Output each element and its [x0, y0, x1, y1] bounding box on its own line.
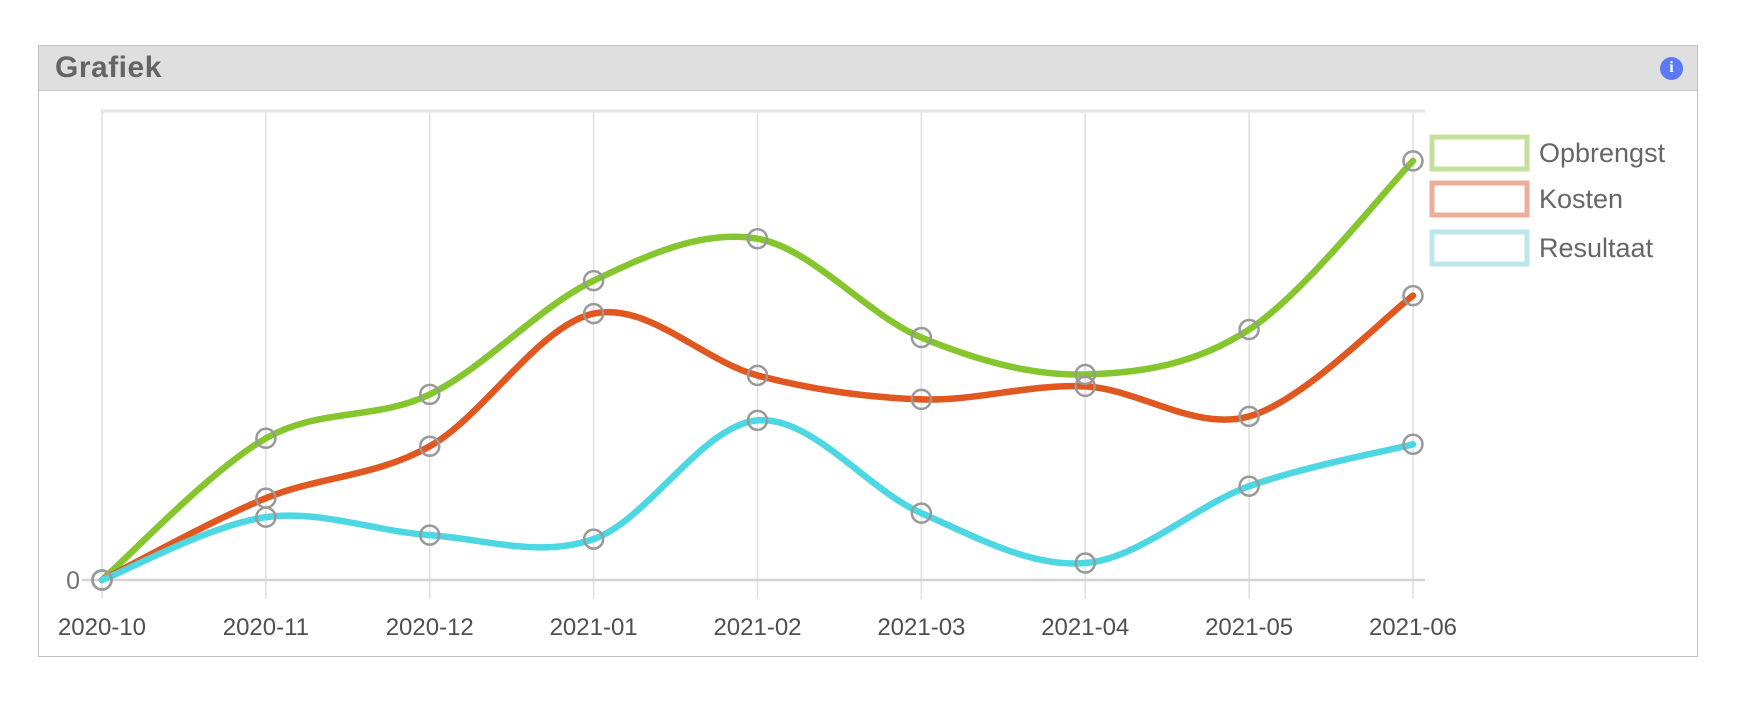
- data-point-resultaat[interactable]: [1074, 552, 1096, 574]
- data-point-resultaat[interactable]: [255, 506, 277, 528]
- data-point-resultaat[interactable]: [1238, 475, 1260, 497]
- series-line-kosten: [98, 292, 1417, 584]
- data-point-kosten[interactable]: [419, 435, 441, 458]
- chart-area: 2020-10 2020-11 2020-12 2021-01 2021-02 2021-…: [39, 91, 1697, 656]
- legend-swatch-kosten[interactable]: [1429, 180, 1530, 218]
- data-point-opbrengst[interactable]: [746, 227, 769, 250]
- data-point-opbrengst[interactable]: [1402, 150, 1424, 172]
- data-point-kosten[interactable]: [1238, 405, 1260, 428]
- data-point-opbrengst[interactable]: [1238, 318, 1260, 341]
- data-point-kosten[interactable]: [1074, 375, 1096, 398]
- info-icon[interactable]: i: [1660, 56, 1683, 80]
- data-point-kosten[interactable]: [910, 388, 933, 411]
- grafiek-panel: Grafiek i 2020-10 2020-11 2020-12 2021-01 20…: [38, 45, 1698, 657]
- x-axis-label: 2020-10: [58, 614, 146, 641]
- legend-label-opbrengst[interactable]: Opbrengst: [1539, 138, 1666, 168]
- x-axis-label: 2021-04: [1041, 614, 1129, 641]
- data-point-resultaat[interactable]: [1402, 433, 1424, 456]
- info-icon-glyph: i: [1669, 59, 1674, 76]
- x-axis-label: 2020-11: [223, 614, 309, 641]
- data-point-opbrengst[interactable]: [910, 326, 933, 349]
- data-point-resultaat[interactable]: [91, 569, 113, 591]
- series-line-opbrengst: [98, 157, 1417, 584]
- data-point-kosten[interactable]: [746, 364, 769, 387]
- x-axis-label: 2021-05: [1205, 614, 1293, 641]
- data-point-opbrengst[interactable]: [582, 269, 605, 292]
- data-point-opbrengst[interactable]: [1074, 363, 1096, 386]
- panel-title: Grafiek: [55, 51, 162, 84]
- x-axis-label: 2021-01: [550, 614, 638, 641]
- series-line-resultaat: [98, 417, 1417, 584]
- chart-svg[interactable]: 2020-10 2020-11 2020-12 2021-01 2021-02 2021-…: [39, 91, 1697, 656]
- data-point-resultaat[interactable]: [910, 502, 933, 524]
- x-axis-label: 2020-12: [386, 614, 474, 641]
- data-point-resultaat[interactable]: [419, 524, 441, 546]
- legend-swatch-opbrengst[interactable]: [1429, 134, 1530, 172]
- x-axis-label: 2021-03: [877, 614, 965, 641]
- panel-header: Grafiek i: [39, 46, 1697, 91]
- legend-label-kosten[interactable]: Kosten: [1539, 184, 1623, 214]
- data-point-resultaat[interactable]: [582, 528, 605, 550]
- y-axis-zero-label: 0: [66, 567, 80, 595]
- x-axis-label: 2021-02: [713, 614, 801, 641]
- legend-label-resultaat[interactable]: Resultaat: [1539, 233, 1654, 263]
- data-point-kosten[interactable]: [582, 302, 605, 325]
- legend-swatch-resultaat[interactable]: [1429, 229, 1530, 267]
- data-point-kosten[interactable]: [1402, 284, 1424, 307]
- data-point-opbrengst[interactable]: [419, 383, 441, 406]
- data-point-resultaat[interactable]: [746, 409, 769, 432]
- x-axis-label: 2021-06: [1369, 614, 1457, 641]
- data-point-opbrengst[interactable]: [255, 427, 277, 450]
